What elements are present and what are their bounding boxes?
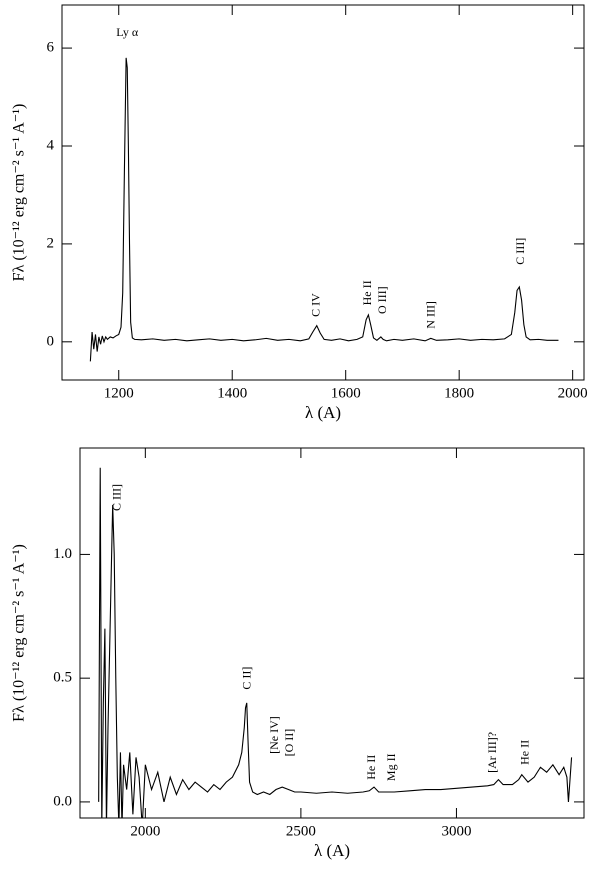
y-tick-label: 4 — [47, 137, 55, 153]
line-label: Mg II — [384, 753, 398, 781]
line-label: [Ne IV] — [267, 716, 281, 754]
plot-frame — [61, 4, 585, 381]
y-tick-label: 0.0 — [53, 793, 72, 809]
x-tick-label: 1600 — [331, 385, 361, 401]
y-tick-label: 1.0 — [53, 546, 72, 562]
x-tick-label: 3000 — [441, 823, 471, 839]
line-label: O III] — [375, 286, 389, 314]
x-tick-label: 2500 — [286, 823, 316, 839]
spectrum-line — [89, 57, 559, 362]
plot-frame — [79, 447, 585, 819]
x-tick-label: 1200 — [104, 385, 134, 401]
x-tick-label: 1800 — [444, 385, 474, 401]
line-label: He II — [364, 755, 378, 780]
y-axis-title: Fλ (10⁻¹² erg cm⁻² s⁻¹ A⁻¹) — [11, 104, 28, 282]
x-tick-label: 2000 — [558, 385, 588, 401]
x-tick-label: 2000 — [130, 823, 160, 839]
line-label: Ly α — [116, 25, 139, 39]
line-label: C III] — [110, 484, 124, 511]
x-tick-label: 1400 — [217, 385, 247, 401]
line-label: [Ar III]? — [485, 732, 499, 773]
line-label: [O II] — [282, 729, 296, 757]
line-label: C II] — [240, 667, 254, 690]
x-axis-title: λ (A) — [314, 841, 350, 860]
y-tick-label: 0 — [47, 333, 55, 349]
spectrum-line — [98, 467, 573, 818]
line-label: He II — [360, 280, 374, 305]
line-label: He II — [517, 740, 531, 765]
panel: 2000 2500 3000 0.0 0.5 1.0 λ (A) Fλ (10⁻¹² erg … — [11, 447, 585, 860]
y-tick-label: 6 — [47, 40, 55, 56]
line-label: C III] — [513, 238, 527, 265]
line-label: N III] — [424, 301, 438, 329]
y-tick-label: 2 — [47, 235, 55, 251]
y-axis-title: Fλ (10⁻¹² erg cm⁻² s⁻¹ A⁻¹) — [11, 544, 28, 722]
panel: 1200 1400 1600 1800 2000 0 2 4 6 λ (A) Fλ (10⁻¹² e… — [11, 4, 588, 422]
line-label: C IV — [309, 293, 323, 317]
x-axis-title: λ (A) — [305, 403, 341, 422]
y-tick-label: 0.5 — [53, 670, 72, 686]
